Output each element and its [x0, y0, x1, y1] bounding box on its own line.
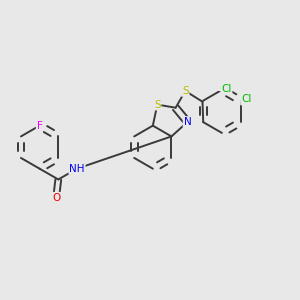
- Text: O: O: [52, 193, 60, 203]
- Text: Cl: Cl: [221, 84, 232, 94]
- Text: S: S: [154, 100, 160, 110]
- Text: F: F: [37, 121, 43, 131]
- Text: S: S: [182, 86, 189, 96]
- Text: NH: NH: [69, 164, 85, 174]
- Text: Cl: Cl: [241, 94, 251, 104]
- Text: N: N: [184, 117, 191, 127]
